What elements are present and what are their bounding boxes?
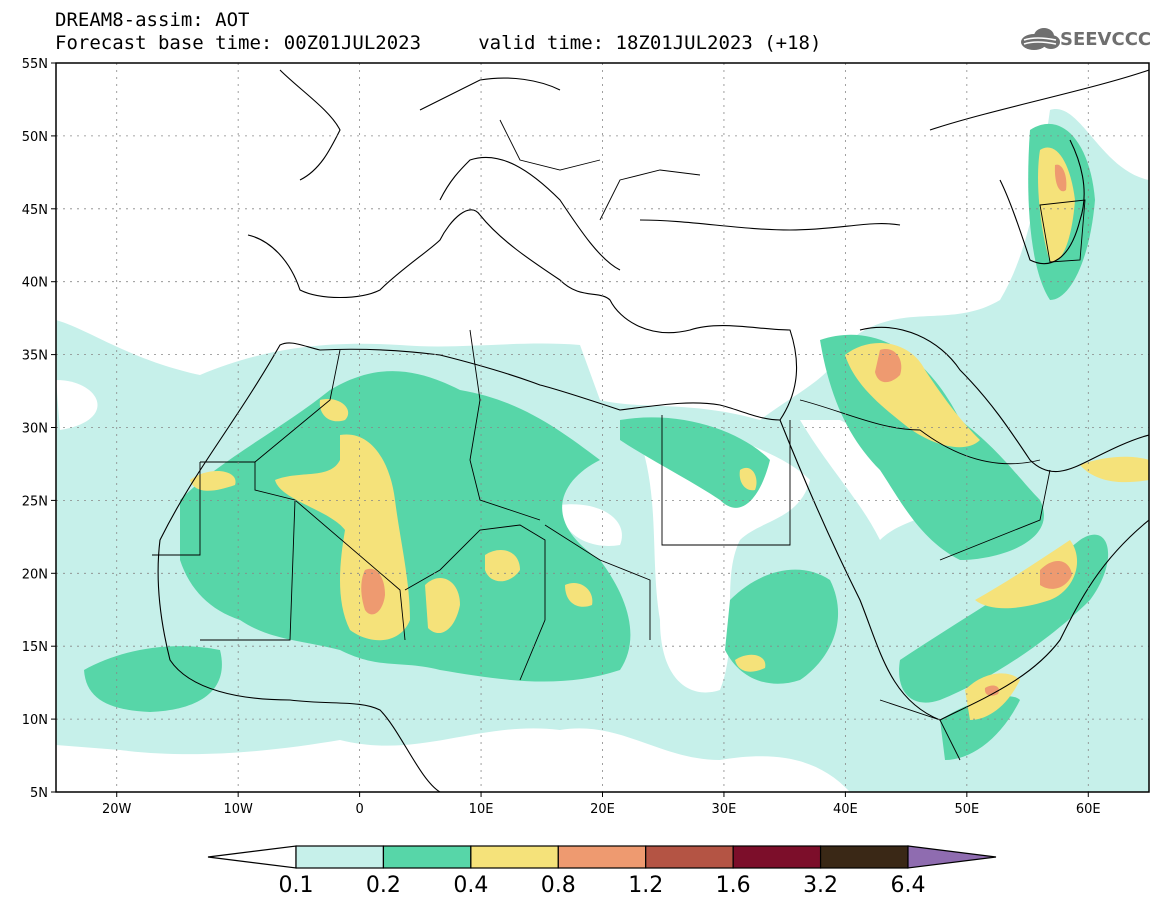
colorbar-label: 0.1 <box>279 873 314 898</box>
lat-tick-label: 40N <box>22 276 48 291</box>
lon-tick-label: 60E <box>1076 802 1101 817</box>
colorbar-cell <box>557 845 647 869</box>
colorbar-low-arrow <box>207 845 297 869</box>
seevccc-logo: SEEVCCC <box>1060 29 1152 50</box>
colorbar-label: 0.4 <box>453 873 488 898</box>
colorbar-label: 1.2 <box>628 873 663 898</box>
lat-tick-label: 50N <box>22 130 48 145</box>
lat-tick-label: 20N <box>22 567 48 582</box>
chart-title: DREAM8-assim: AOT <box>55 9 250 31</box>
lon-tick-label: 10E <box>469 802 494 817</box>
colorbar-label: 3.2 <box>803 873 838 898</box>
lon-tick-label: 0 <box>355 802 363 817</box>
borders <box>152 119 1086 761</box>
colorbar-cell <box>732 845 822 869</box>
latitude-axis: 55N 50N 45N 40N 35N 30N 25N 20N 15N 10N 5N <box>22 57 56 801</box>
lat-tick-label: 35N <box>22 349 48 364</box>
lon-tick-label: 30E <box>712 802 737 817</box>
lat-tick-label: 30N <box>22 422 48 437</box>
colorbar-label: 0.2 <box>366 873 401 898</box>
lat-tick-label: 45N <box>22 203 48 218</box>
lat-tick-label: 25N <box>22 494 48 509</box>
colorbar-cell <box>645 845 734 869</box>
colorbar-cell <box>470 845 559 869</box>
aot-field <box>56 109 1149 792</box>
lon-tick-label: 10W <box>223 802 253 817</box>
forecast-time-line: Forecast base time: 00Z01JUL2023 valid t… <box>55 32 822 54</box>
lon-tick-label: 40E <box>833 802 858 817</box>
graticule <box>56 63 1149 792</box>
colorbar-label: 1.6 <box>716 873 751 898</box>
lon-tick-label: 20W <box>102 802 132 817</box>
aot-level-0.8 <box>361 164 1072 696</box>
lon-tick-label: 50E <box>954 802 979 817</box>
colorbar-high-arrow <box>907 845 997 869</box>
colorbar: 0.1 0.2 0.4 0.8 1.2 1.6 3.2 6.4 <box>207 845 997 898</box>
lat-tick-label: 15N <box>22 640 48 655</box>
colorbar-cell <box>382 845 472 869</box>
cloud-icon <box>1021 28 1060 50</box>
colorbar-label: 6.4 <box>891 873 926 898</box>
lat-tick-label: 55N <box>22 57 48 72</box>
lat-tick-label: 5N <box>30 786 48 801</box>
colorbar-cell <box>295 845 385 869</box>
colorbar-label: 0.8 <box>541 873 576 898</box>
lat-tick-label: 10N <box>22 713 48 728</box>
lon-tick-label: 20E <box>590 802 615 817</box>
longitude-axis: 20W 10W 0 10E 20E 30E 40E 50E 60E <box>102 792 1101 817</box>
colorbar-cell <box>819 845 909 869</box>
